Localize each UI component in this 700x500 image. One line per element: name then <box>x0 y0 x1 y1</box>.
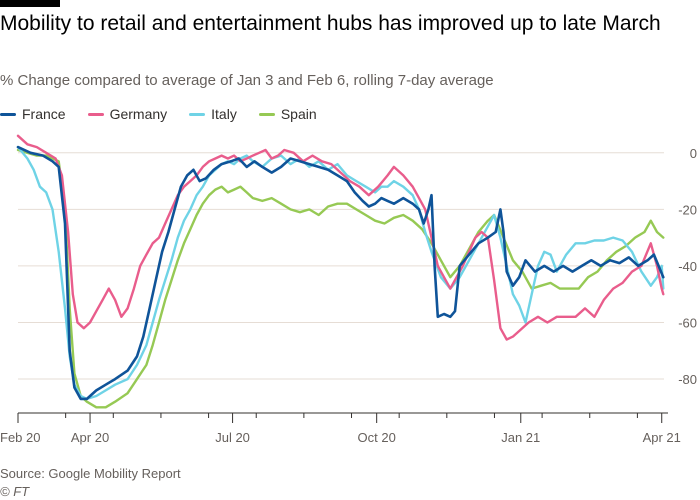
legend-label-italy: Italy <box>211 106 237 122</box>
x-tick-label: Jan 21 <box>501 430 540 445</box>
y-tick-label: -40 <box>678 259 697 274</box>
legend-swatch-italy <box>189 112 206 116</box>
legend-label-germany: Germany <box>109 106 168 122</box>
ft-brand-bar <box>0 0 60 7</box>
legend-item-spain: Spain <box>258 106 317 122</box>
x-tick-label: Apr 20 <box>71 430 109 445</box>
series-layer <box>16 134 665 409</box>
legend-swatch-germany <box>87 112 104 116</box>
legend-item-france: France <box>0 106 66 122</box>
series-line-france <box>16 145 665 401</box>
series-line-italy <box>16 145 665 401</box>
axis-layer: 0 -20 -40 -60 -80 Feb 20 Apr 20 Jul 20 Oct 20 Jan… <box>0 146 697 445</box>
line-chart: 0 -20 -40 -60 -80 Feb 20 Apr 20 Jul 20 Oct 20 Jan… <box>0 134 697 445</box>
legend-item-germany: Germany <box>87 106 168 122</box>
y-tick-label: -60 <box>678 315 697 330</box>
series-line-germany <box>16 134 665 341</box>
series-line-spain <box>16 148 665 409</box>
y-tick-label: -20 <box>678 202 697 217</box>
x-tick-label: Jul 20 <box>215 430 250 445</box>
y-tick-label: -80 <box>678 372 697 387</box>
legend: France Germany Italy Spain <box>0 105 317 123</box>
x-tick-label: Feb 20 <box>0 430 40 445</box>
chart-title: Mobility to retail and entertainment hub… <box>0 12 661 35</box>
legend-label-spain: Spain <box>280 106 317 122</box>
legend-label-france: France <box>22 106 66 122</box>
legend-swatch-france <box>0 112 16 116</box>
y-tick-label: 0 <box>690 146 697 161</box>
x-tick-label: Oct 20 <box>358 430 396 445</box>
legend-item-italy: Italy <box>189 106 237 122</box>
x-tick-label: Apr 21 <box>643 430 681 445</box>
ft-credit: © FT <box>0 484 30 499</box>
chart-subtitle: % Change compared to average of Jan 3 an… <box>0 72 494 89</box>
legend-swatch-spain <box>258 112 275 116</box>
source-note: Source: Google Mobility Report <box>0 466 181 481</box>
grid-layer <box>18 152 664 380</box>
